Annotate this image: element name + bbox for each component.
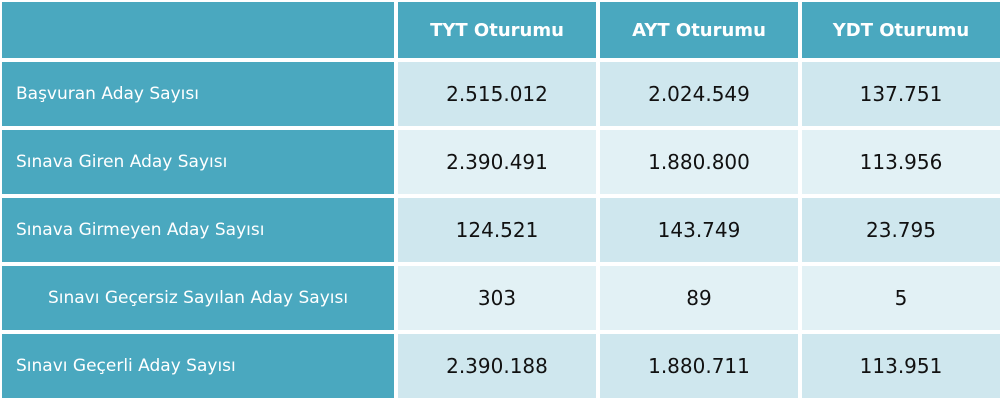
value-cell: 2.024.549 [600, 62, 798, 126]
corner-cell [2, 2, 394, 58]
value-cell: 124.521 [398, 198, 596, 262]
row-label: Başvuran Aday Sayısı [2, 62, 394, 126]
value-cell: 303 [398, 266, 596, 330]
row-label: Sınava Giren Aday Sayısı [2, 130, 394, 194]
value-cell: 113.951 [802, 334, 1000, 398]
row-label: Sınavı Geçerli Aday Sayısı [2, 334, 394, 398]
column-header: AYT Oturumu [600, 2, 798, 58]
row-label: Sınava Girmeyen Aday Sayısı [2, 198, 394, 262]
value-cell: 1.880.800 [600, 130, 798, 194]
row-label: Sınavı Geçersiz Sayılan Aday Sayısı [2, 266, 394, 330]
value-cell: 89 [600, 266, 798, 330]
value-cell: 5 [802, 266, 1000, 330]
value-cell: 2.390.188 [398, 334, 596, 398]
value-cell: 113.956 [802, 130, 1000, 194]
value-cell: 143.749 [600, 198, 798, 262]
value-cell: 137.751 [802, 62, 1000, 126]
value-cell: 23.795 [802, 198, 1000, 262]
value-cell: 2.390.491 [398, 130, 596, 194]
column-header: TYT Oturumu [398, 2, 596, 58]
value-cell: 2.515.012 [398, 62, 596, 126]
value-cell: 1.880.711 [600, 334, 798, 398]
column-header: YDT Oturumu [802, 2, 1000, 58]
